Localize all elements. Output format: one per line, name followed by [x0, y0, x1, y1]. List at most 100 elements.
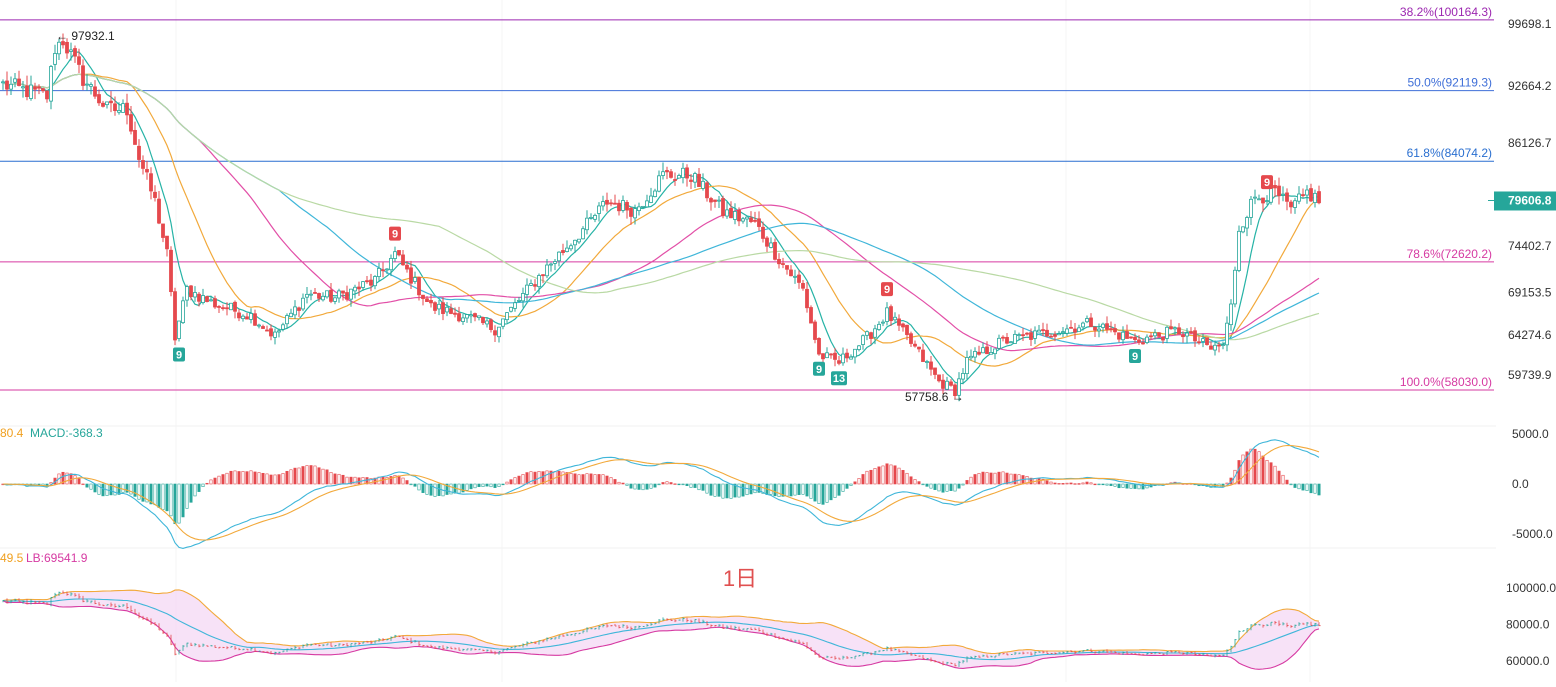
candle-body	[769, 242, 773, 248]
candle-body	[653, 190, 657, 197]
macd-bar	[561, 471, 565, 485]
macd-bar	[277, 474, 281, 485]
macd-bar	[1069, 482, 1073, 485]
candle-body	[841, 353, 845, 364]
macd-bar	[533, 471, 537, 485]
fib-label: 100.0%(58030.0)	[1400, 375, 1492, 389]
macd-bar	[529, 471, 533, 485]
macd-bar	[517, 475, 521, 485]
candle-body	[1081, 322, 1085, 328]
macd-bar	[969, 476, 973, 485]
candle-body	[1181, 334, 1185, 338]
macd-bar	[1057, 483, 1061, 485]
macd-bar	[1317, 483, 1321, 496]
td-signal-label: 9	[392, 229, 398, 241]
candle-body	[965, 357, 969, 375]
macd-bar	[697, 483, 701, 491]
ma-line-70	[2, 73, 1320, 346]
macd-bar	[1281, 474, 1285, 485]
macd-bar	[1265, 459, 1269, 485]
macd-bar	[153, 483, 157, 506]
candle-body	[529, 283, 533, 286]
candle-body	[81, 65, 85, 86]
macd-bar	[937, 483, 941, 492]
candle-body	[357, 286, 361, 290]
candle-body	[249, 313, 253, 320]
macd-bar	[1221, 483, 1225, 487]
macd-bar	[501, 483, 505, 486]
macd-bar	[569, 472, 573, 485]
macd-bar	[437, 483, 441, 496]
macd-bar	[357, 477, 361, 485]
macd-bar	[1225, 482, 1229, 485]
macd-bar	[1113, 483, 1117, 487]
macd-bar	[365, 477, 369, 485]
macd-bar	[893, 465, 897, 485]
candle-body	[893, 316, 897, 321]
macd-bar	[677, 483, 681, 486]
candle-body	[1165, 326, 1169, 339]
macd-axis-tick: 5000.0	[1512, 427, 1549, 441]
candle-body	[969, 355, 973, 359]
candle-body	[269, 328, 273, 337]
ma-line-7	[2, 51, 1320, 385]
macd-bar	[1269, 462, 1273, 485]
macd-bar	[509, 479, 513, 485]
candle-body	[997, 337, 1001, 349]
macd-bar	[737, 483, 741, 498]
macd-bar	[597, 474, 601, 485]
candle-body	[681, 167, 685, 179]
candle-body	[305, 293, 309, 298]
macd-bar	[261, 472, 265, 485]
macd-bar	[1117, 483, 1121, 489]
macd-bar	[753, 483, 757, 494]
candle-body	[1077, 327, 1081, 333]
macd-bar	[813, 483, 817, 502]
candle-body	[1073, 328, 1077, 333]
macd-bar	[485, 483, 489, 487]
candle-body	[37, 86, 41, 89]
macd-bar	[213, 477, 217, 485]
macd-bar	[1025, 476, 1029, 485]
macd-bar	[705, 483, 709, 494]
macd-bar	[273, 474, 277, 485]
macd-bar	[393, 475, 397, 485]
candle-body	[645, 200, 649, 208]
macd-bar	[641, 483, 645, 491]
macd-bar	[129, 483, 133, 495]
macd-bar	[513, 477, 517, 485]
macd-bar	[889, 464, 893, 485]
macd-bar	[717, 483, 721, 497]
candle-body	[121, 103, 125, 113]
macd-bar	[861, 474, 865, 485]
candle-body	[209, 299, 213, 302]
macd-bar	[81, 483, 85, 486]
macd-bar	[757, 483, 761, 493]
macd-indicator	[1, 439, 1321, 549]
candle-body	[737, 209, 741, 222]
candle-body	[777, 258, 781, 265]
macd-bar	[925, 483, 929, 487]
macd-bar	[1093, 483, 1097, 486]
candle-body	[553, 261, 557, 264]
macd-bar	[1041, 478, 1045, 485]
candle-body	[865, 331, 869, 336]
boll-axis-tick: 100000.0	[1506, 581, 1556, 595]
macd-bar	[801, 483, 805, 495]
candle-body	[413, 277, 417, 282]
macd-bar	[929, 483, 933, 489]
td-signal-label: 9	[1132, 351, 1138, 363]
candle-body	[217, 306, 221, 308]
candle-body	[917, 346, 921, 350]
candle-body	[857, 345, 861, 350]
candle-body	[705, 182, 709, 199]
candle-body	[265, 329, 269, 332]
candle-body	[493, 330, 497, 336]
candle-body	[693, 173, 697, 183]
macd-bar	[809, 483, 813, 499]
boll-axis-tick: 60000.0	[1506, 654, 1550, 668]
macd-bar	[769, 483, 773, 495]
candle-body	[173, 291, 177, 341]
candle-body	[1097, 328, 1101, 332]
